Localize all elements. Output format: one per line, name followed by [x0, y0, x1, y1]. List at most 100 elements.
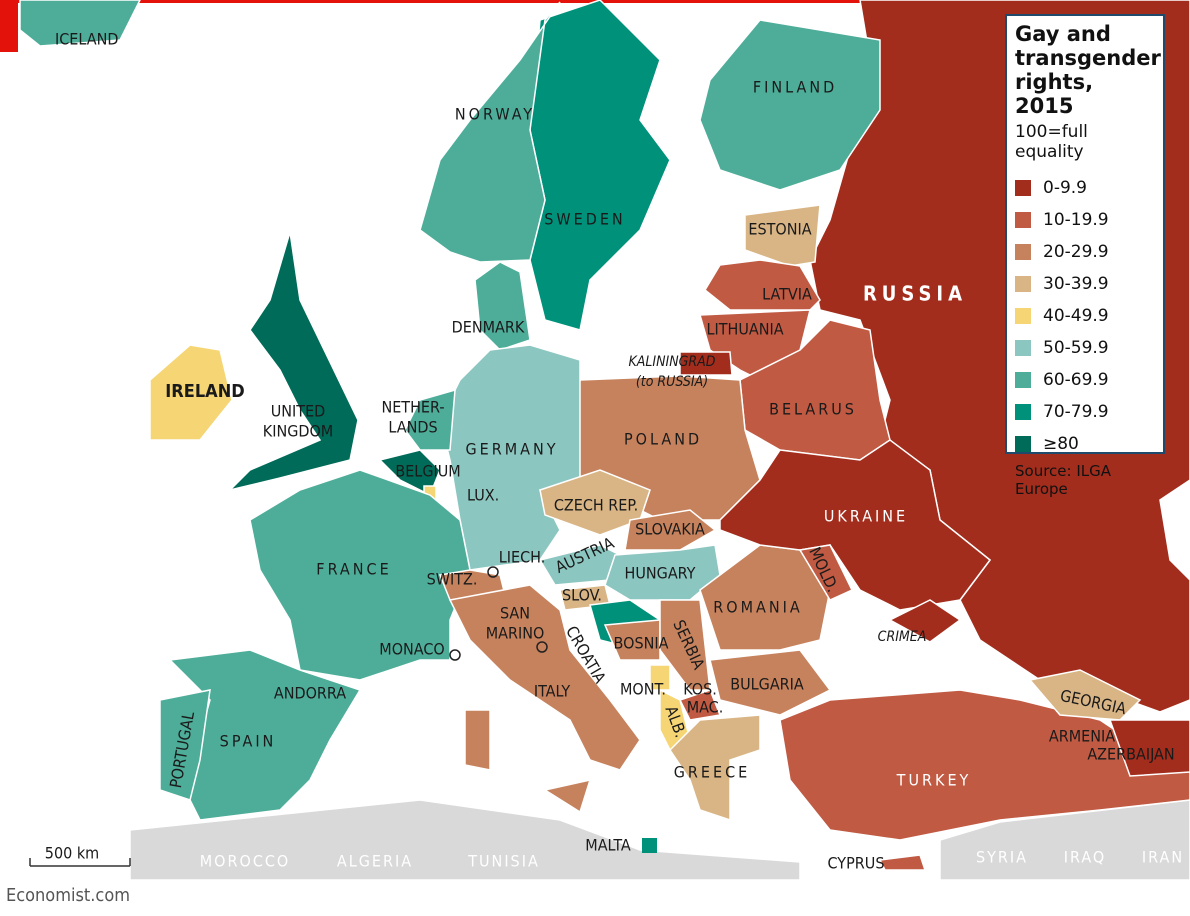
country-label: IRAQ: [1064, 848, 1106, 867]
legend-swatch: [1015, 212, 1031, 228]
country-label: FINLAND: [753, 78, 837, 97]
legend-item: 20-29.9: [1015, 236, 1155, 268]
country: [739, 319, 891, 461]
microstate: [449, 649, 461, 661]
country-label: BELGIUM: [395, 462, 460, 481]
country: [464, 709, 491, 771]
country: [699, 19, 881, 191]
country-label: GERMANY: [465, 440, 558, 459]
country-label: KINGDOM: [263, 422, 333, 441]
legend-label: ≥80: [1043, 434, 1079, 454]
country-label: LUX.: [467, 486, 499, 505]
brand-tag: [0, 0, 18, 52]
country: [1028, 669, 1142, 721]
country-label: ICELAND: [55, 30, 118, 49]
country: [659, 599, 711, 691]
country-label: ANDORRA: [274, 684, 346, 703]
country-label: KOS.: [683, 680, 717, 699]
country: [669, 714, 761, 822]
country-label: CYPRUS: [828, 854, 885, 873]
country: [603, 619, 661, 661]
country: [19, 0, 141, 47]
country: [448, 584, 641, 771]
country-label: CZECH REP.: [554, 496, 638, 515]
country-label: SWITZ.: [427, 570, 478, 589]
legend-item: ≥80: [1015, 428, 1155, 460]
legend-label: 10-19.9: [1043, 210, 1109, 230]
microstate: [487, 566, 499, 578]
country-label: MAC.: [687, 698, 724, 717]
country-label: MOROCCO: [200, 852, 291, 871]
country: [1108, 719, 1190, 777]
legend-swatch: [1015, 340, 1031, 356]
country-label: TUNISIA: [467, 852, 540, 871]
country-label: SWEDEN: [544, 210, 625, 229]
country: [649, 664, 671, 691]
legend-title: Gay and transgender rights, 2015: [1015, 22, 1161, 118]
credit: Economist.com: [6, 885, 130, 906]
country-label: GREECE: [674, 763, 751, 782]
legend-swatch: [1015, 180, 1031, 196]
legend-label: 40-49.9: [1043, 306, 1109, 326]
country-label: BELARUS: [769, 400, 857, 419]
legend-item: 30-39.9: [1015, 268, 1155, 300]
country: [878, 854, 927, 871]
country-label: BULGARIA: [730, 675, 804, 694]
labels: ICELAND NORWAY SWEDEN FINLAND ESTONIA LATVIA L…: [55, 30, 1184, 873]
legend-item: 0-9.9: [1015, 172, 1155, 204]
country: [227, 231, 359, 492]
country-label: SAN: [500, 604, 530, 623]
country-label: MARINO: [486, 624, 545, 643]
country: [149, 344, 233, 441]
country: [624, 509, 717, 551]
country-label: IRAN: [1142, 848, 1184, 867]
country-label: ARMENIA: [1049, 727, 1115, 746]
country-label: LIECH.: [499, 548, 546, 567]
country: [642, 838, 657, 853]
country-label: SLOVAKIA: [635, 520, 705, 539]
country-label: (to RUSSIA): [636, 374, 708, 390]
country-label: SYRIA: [976, 848, 1028, 867]
country: [129, 799, 801, 881]
country: [939, 799, 1190, 881]
legend-swatch: [1015, 276, 1031, 292]
country: [679, 351, 733, 376]
country-label: NETHER-: [381, 398, 444, 417]
legend-swatch: [1015, 404, 1031, 420]
country-label: LANDS: [388, 418, 437, 437]
country-label: POLAND: [624, 430, 702, 449]
legend-items: 0-9.9 10-19.9 20-29.9 30-39.9 40-49.9 50-59.9…: [1015, 172, 1155, 460]
country: [159, 689, 211, 801]
country: [709, 649, 832, 716]
country: [744, 204, 821, 267]
country: [543, 778, 592, 814]
country: [678, 689, 722, 721]
country-label: HUNGARY: [625, 564, 696, 583]
country-label: FRANCE: [316, 560, 391, 579]
country-label: NORWAY: [455, 105, 535, 124]
country-label: AZERBAIJAN: [1087, 745, 1174, 764]
country-label: ROMANIA: [713, 598, 802, 617]
legend-item: 50-59.9: [1015, 332, 1155, 364]
legend-item: 70-79.9: [1015, 396, 1155, 428]
country-label: LITHUANIA: [706, 320, 783, 339]
country: [719, 439, 992, 611]
legend-label: 20-29.9: [1043, 242, 1109, 262]
legend-item: 10-19.9: [1015, 204, 1155, 236]
legend-swatch: [1015, 372, 1031, 388]
country-label: MONACO: [379, 640, 444, 659]
country: [888, 599, 962, 643]
legend-label: 60-69.9: [1043, 370, 1109, 390]
country-label: SPAIN: [220, 732, 277, 751]
country: [474, 261, 531, 351]
country: [404, 388, 456, 451]
countries: [19, 0, 1190, 881]
country: [419, 1, 561, 263]
country-label: IRELAND: [165, 381, 244, 402]
country-label: ESTONIA: [748, 220, 811, 239]
scale-label: 500 km: [45, 844, 99, 863]
country-label: UNITED: [271, 402, 326, 421]
country-label: RUSSIA: [863, 282, 967, 306]
